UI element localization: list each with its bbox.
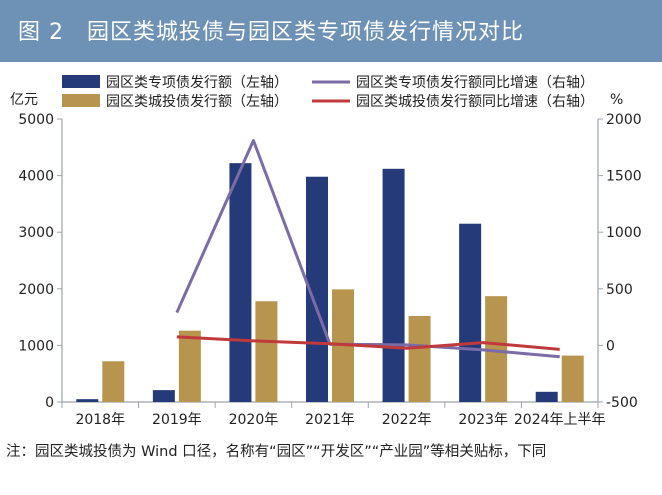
right-tick-label: 2000 (606, 112, 642, 128)
left-axis-unit: 亿元 (10, 92, 38, 108)
bar-special-bond (459, 223, 482, 402)
left-tick-label: 5000 (18, 112, 54, 128)
left-tick-label: 4000 (18, 169, 54, 185)
chart-title: 图 2 园区类城投债与园区类专项债发行情况对比 (18, 20, 524, 45)
bar-chengtou-bond (178, 330, 201, 402)
bar-chengtou-bond (561, 355, 584, 402)
x-tick-label: 2023年 (458, 412, 508, 428)
x-tick-label: 2022年 (382, 412, 432, 428)
right-tick-label: 0 (606, 338, 615, 354)
title-bar: 图 2 园区类城投债与园区类专项债发行情况对比 (0, 0, 662, 62)
left-tick-label: 2000 (18, 282, 54, 298)
legend-label: 园区类城投债发行额同比增速（右轴） (356, 94, 594, 110)
legend-swatch (62, 94, 100, 107)
left-tick-label: 3000 (18, 225, 54, 241)
chart-svg: 0 1000 2000 3000 4000 5000 -500 0 500 1000 1500 200… (10, 75, 642, 428)
bar-special-bond (535, 391, 558, 402)
chart-area: 0 1000 2000 3000 4000 5000 -500 0 500 1000 1500 200… (0, 62, 662, 432)
x-tick-label: 2021年 (305, 412, 355, 428)
right-tick-label: 1000 (606, 225, 642, 241)
bar-chengtou-bond (485, 296, 508, 402)
footnote: 注：园区类城投债为 Wind 口径，名称有“园区”“开发区”“产业园”等相关贴标… (6, 444, 547, 460)
x-tick-label: 2019年 (152, 412, 202, 428)
legend-swatch (62, 75, 100, 88)
line-chengtou-growth (176, 335, 560, 351)
right-tick-label: -500 (606, 395, 638, 411)
bar-special-bond (306, 176, 328, 402)
bar-special-bond (76, 399, 99, 402)
legend-label: 园区类专项债发行额（左轴） (106, 75, 288, 91)
x-tick-label: 2018年 (75, 412, 125, 428)
left-tick-label: 1000 (18, 338, 54, 354)
legend-label: 园区类专项债发行额同比增速（右轴） (356, 75, 594, 91)
bar-special-bond (382, 168, 405, 402)
bar-chengtou-bond (255, 301, 278, 402)
right-tick-label: 500 (606, 282, 633, 298)
bar-special-bond (229, 163, 252, 402)
right-tick-label: 1500 (606, 169, 642, 185)
x-tick-label: 2020年 (229, 412, 279, 428)
bar-chengtou-bond (408, 315, 431, 402)
x-tick-label: 2024年上半年 (514, 412, 606, 428)
left-tick-label: 0 (45, 395, 54, 411)
bar-special-bond (152, 390, 175, 402)
legend-label: 园区类城投债发行额（左轴） (106, 94, 288, 110)
right-axis-unit: % (610, 92, 623, 108)
bar-chengtou-bond (102, 361, 125, 402)
